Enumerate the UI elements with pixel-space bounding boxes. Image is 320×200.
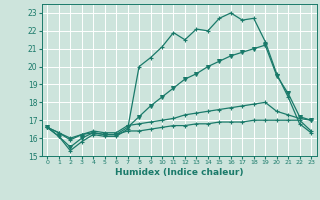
X-axis label: Humidex (Indice chaleur): Humidex (Indice chaleur) (115, 168, 244, 177)
